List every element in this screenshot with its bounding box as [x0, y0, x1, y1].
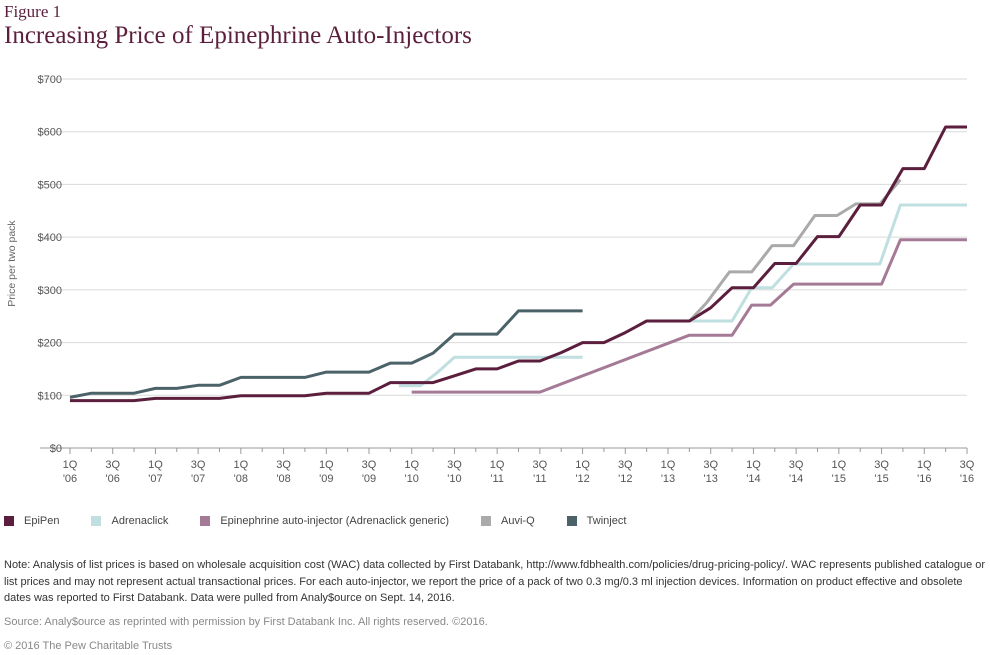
x-tick-label: 3Q: [362, 459, 377, 471]
x-tick-label: 3Q: [276, 459, 291, 471]
x-tick-label: '16: [917, 473, 931, 485]
y-tick-label: $400: [38, 232, 62, 244]
x-tick-label: '13: [661, 473, 675, 485]
series-line-epinephrine-auto-injector-adrenaclick-generic-: [411, 238, 967, 394]
x-tick-label: 3Q: [191, 459, 206, 471]
y-tick-label: $500: [38, 179, 62, 191]
series-line-epipen: [70, 125, 967, 403]
x-tick-label: 1Q: [917, 459, 932, 471]
y-tick-label: $700: [38, 74, 62, 86]
x-tick-label: 1Q: [490, 459, 505, 471]
y-axis-label: Price per two pack: [6, 220, 18, 307]
y-tick-label: $600: [38, 127, 62, 139]
x-tick-label: '15: [832, 473, 846, 485]
legend-swatch: [4, 516, 14, 526]
legend-swatch: [91, 516, 102, 526]
x-tick-label: '12: [618, 473, 632, 485]
x-tick-label: '14: [746, 473, 760, 485]
x-tick-label: '08: [234, 473, 248, 485]
x-tick-label: '11: [533, 473, 547, 485]
legend-swatch: [566, 516, 577, 526]
x-tick-label: '10: [405, 473, 419, 485]
x-tick-label: 3Q: [533, 459, 548, 471]
legend-item: Twinject: [566, 515, 627, 527]
x-tick-label: '06: [106, 473, 120, 485]
x-tick-label: '11: [490, 473, 504, 485]
x-tick-label: 3Q: [960, 459, 975, 471]
legend-label: EpiPen: [24, 515, 60, 527]
chart-legend: EpiPen Adrenaclick Epinephrine auto-inject…: [4, 515, 658, 527]
series-line-auvi-q: [668, 178, 902, 323]
x-tick-label: 1Q: [63, 459, 78, 471]
figure-label: Figure 1: [4, 2, 62, 21]
x-tick-label: '09: [319, 473, 333, 485]
legend-item: Epinephrine auto-injector (Adrenaclick g…: [200, 515, 449, 527]
x-tick-label: '09: [362, 473, 376, 485]
chart-title: Increasing Price of Epinephrine Auto-Inj…: [4, 22, 472, 49]
legend-item: Adrenaclick: [91, 515, 168, 527]
y-tick-label: $200: [38, 338, 62, 350]
x-tick-label: 1Q: [832, 459, 847, 471]
copyright: © 2016 The Pew Charitable Trusts: [4, 640, 173, 652]
x-tick-label: '10: [447, 473, 461, 485]
series-line-adrenaclick: [398, 355, 583, 388]
x-tick-label: 1Q: [404, 459, 419, 471]
legend-swatch: [481, 516, 492, 526]
x-tick-label: 3Q: [105, 459, 120, 471]
x-tick-label: 1Q: [746, 459, 761, 471]
y-tick-label: $300: [38, 285, 62, 297]
x-tick-label: 1Q: [148, 459, 163, 471]
legend-item: Auvi-Q: [481, 515, 535, 527]
legend-swatch: [200, 516, 211, 526]
x-tick-label: 1Q: [319, 459, 334, 471]
x-tick-label: '13: [704, 473, 718, 485]
x-tick-label: 1Q: [575, 459, 590, 471]
series-line-adrenaclick: [668, 203, 967, 323]
chart-note: Note: Analysis of list prices is based o…: [4, 559, 986, 604]
x-tick-label: 1Q: [234, 459, 249, 471]
legend-label: Auvi-Q: [501, 515, 535, 527]
chart-source: Source: Analy$ource as reprinted with pe…: [4, 616, 488, 628]
x-tick-label: '16: [960, 473, 974, 485]
x-tick-label: '07: [148, 473, 162, 485]
x-tick-label: 3Q: [703, 459, 718, 471]
legend-label: Epinephrine auto-injector (Adrenaclick g…: [220, 515, 450, 527]
line-chart: $0 $100 $200 $300 $400 $500 $600 $700 1Q '06 3Q '06…: [6, 74, 975, 485]
x-tick-label: '12: [575, 473, 589, 485]
y-tick-label: $0: [50, 443, 62, 455]
x-tick-label: 3Q: [618, 459, 633, 471]
series-line-twinject: [69, 309, 583, 399]
legend-item: EpiPen: [4, 515, 59, 527]
legend-label: Adrenaclick: [111, 515, 169, 527]
x-tick-label: '14: [789, 473, 803, 485]
x-tick-label: 1Q: [661, 459, 676, 471]
x-tick-label: 3Q: [789, 459, 804, 471]
x-tick-label: '07: [191, 473, 205, 485]
x-tick-label: 3Q: [447, 459, 462, 471]
x-tick-label: '15: [874, 473, 888, 485]
x-tick-label: 3Q: [874, 459, 889, 471]
x-tick-label: '08: [276, 473, 290, 485]
legend-label: Twinject: [586, 515, 627, 527]
x-tick-label: '06: [63, 473, 77, 485]
y-tick-label: $100: [38, 390, 62, 402]
